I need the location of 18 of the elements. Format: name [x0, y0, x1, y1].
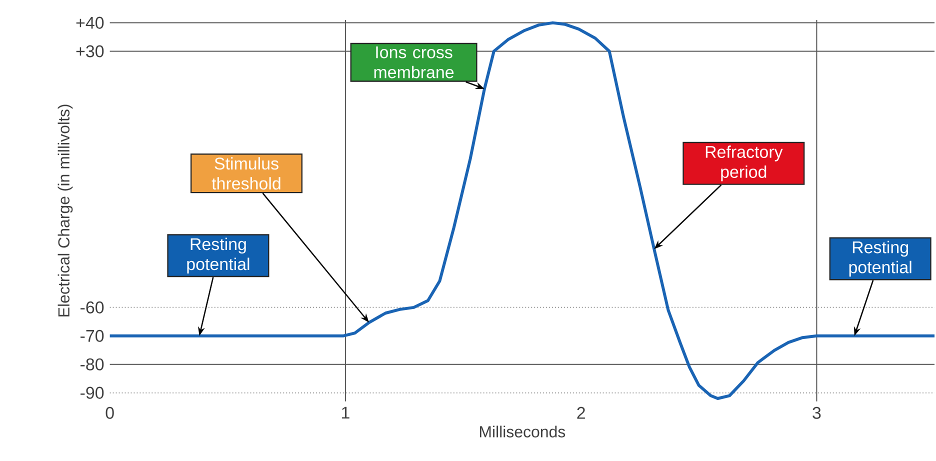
- annotation: Refractory period: [706, 145, 783, 182]
- y-tick-label: -90: [80, 386, 104, 399]
- annotation: Stimulus threshold: [212, 157, 280, 190]
- y-tick-label: -70: [80, 330, 104, 342]
- annotation: Resting potential: [849, 240, 912, 277]
- x-tick-label: 2: [577, 406, 585, 419]
- line-series: [108, 21, 936, 400]
- y-tick-label: +40: [76, 16, 104, 29]
- y-tick-label: -80: [80, 358, 104, 370]
- x-tick-label: 3: [812, 406, 821, 419]
- y-axis-title: Electrical Charge (in millivolts): [58, 104, 73, 316]
- annotation: Resting potential: [187, 238, 250, 274]
- y-tick-label: -60: [80, 301, 104, 314]
- x-tick-label: 1: [342, 406, 350, 418]
- x-tick-label: 0: [106, 406, 114, 419]
- y-tick-label: +30: [76, 45, 104, 58]
- x-axis-title: Milliseconds: [480, 426, 566, 438]
- annotation: Ions cross membrane: [374, 46, 454, 78]
